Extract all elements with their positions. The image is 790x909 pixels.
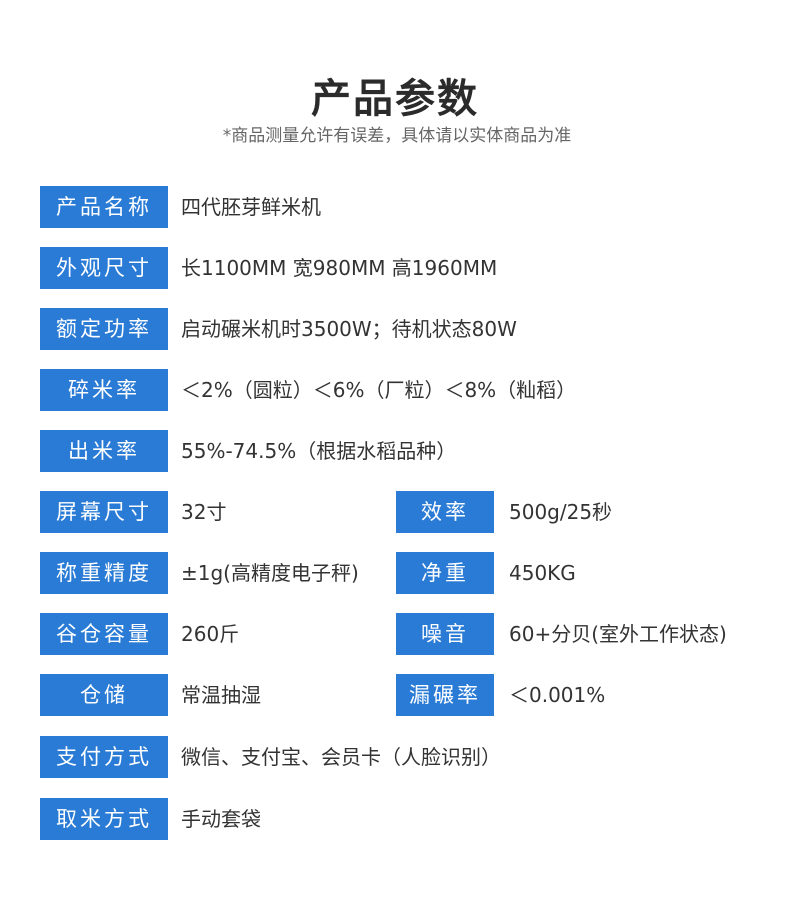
spec-value: 启动碾米机时3500W；待机状态80W — [181, 317, 517, 341]
spec-row: 额定功率 启动碾米机时3500W；待机状态80W — [40, 308, 780, 350]
spec-label: 额定功率 — [40, 308, 168, 350]
spec-label: 取米方式 — [40, 798, 168, 840]
spec-row: 外观尺寸 长1100MM 宽980MM 高1960MM — [40, 247, 780, 289]
spec-row: 碎米率 ＜2%（圆粒）＜6%（厂粒）＜8%（籼稻） — [40, 369, 780, 411]
spec-label: 产品名称 — [40, 186, 168, 228]
spec-value: 60+分贝(室外工作状态) — [509, 622, 727, 646]
spec-label: 噪音 — [396, 613, 494, 655]
spec-label: 效率 — [396, 491, 494, 533]
spec-value: ＜0.001% — [509, 683, 606, 707]
page-subtitle: *商品测量允许有误差，具体请以实体商品为准 — [222, 126, 572, 146]
spec-row: 谷仓容量 260斤 噪音 60+分贝(室外工作状态) — [40, 613, 780, 655]
spec-label: 谷仓容量 — [40, 613, 168, 655]
spec-value: 微信、支付宝、会员卡（人脸识别） — [181, 745, 501, 769]
spec-value: 450KG — [509, 561, 576, 585]
spec-row: 产品名称 四代胚芽鲜米机 — [40, 186, 780, 228]
spec-value: 四代胚芽鲜米机 — [181, 195, 321, 219]
spec-value: ＜2%（圆粒）＜6%（厂粒）＜8%（籼稻） — [181, 378, 577, 402]
spec-value: 32寸 — [181, 500, 227, 524]
spec-row: 仓储 常温抽湿 漏碾率 ＜0.001% — [40, 674, 780, 716]
spec-value: 500g/25秒 — [509, 500, 613, 524]
spec-value: 55%-74.5%（根据水稻品种） — [181, 439, 457, 463]
spec-label: 仓储 — [40, 674, 168, 716]
spec-value: 长1100MM 宽980MM 高1960MM — [181, 256, 498, 280]
spec-row: 屏幕尺寸 32寸 效率 500g/25秒 — [40, 491, 780, 533]
spec-value: ±1g(高精度电子秤) — [181, 561, 359, 585]
spec-value: 手动套袋 — [181, 807, 261, 831]
spec-label: 外观尺寸 — [40, 247, 168, 289]
spec-label: 支付方式 — [40, 736, 168, 778]
spec-label: 屏幕尺寸 — [40, 491, 168, 533]
spec-label: 漏碾率 — [396, 674, 494, 716]
spec-label: 称重精度 — [40, 552, 168, 594]
spec-label: 出米率 — [40, 430, 168, 472]
spec-row: 出米率 55%-74.5%（根据水稻品种） — [40, 430, 780, 472]
spec-row: 取米方式 手动套袋 — [40, 798, 780, 840]
spec-label: 碎米率 — [40, 369, 168, 411]
page-title: 产品参数 — [311, 76, 479, 122]
spec-row: 称重精度 ±1g(高精度电子秤) 净重 450KG — [40, 552, 780, 594]
spec-row: 支付方式 微信、支付宝、会员卡（人脸识别） — [40, 736, 780, 778]
spec-label: 净重 — [396, 552, 494, 594]
spec-value: 260斤 — [181, 622, 240, 646]
spec-value: 常温抽湿 — [181, 683, 261, 707]
